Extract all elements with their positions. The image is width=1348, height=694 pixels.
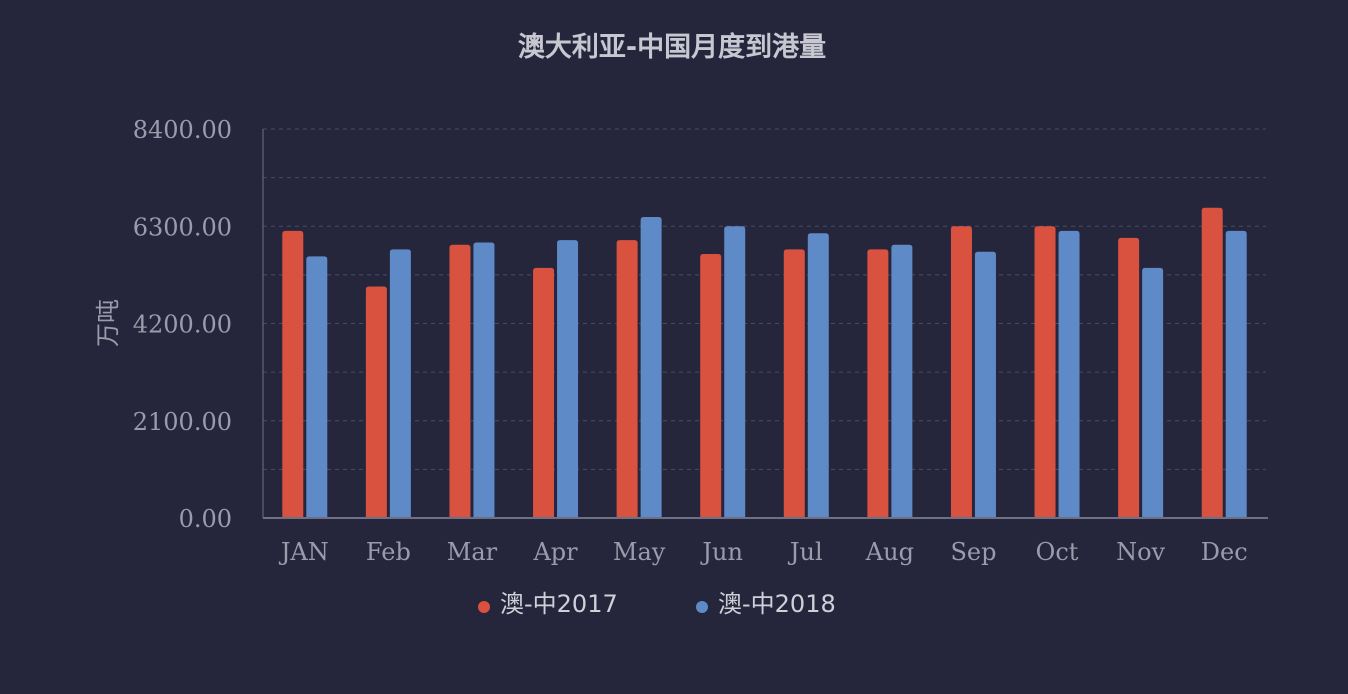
y-tick-label: 6300.00 <box>133 213 232 241</box>
chart-title: 澳大利亚-中国月度到港量 <box>518 31 826 63</box>
bar-2018-nov[interactable] <box>1142 267 1164 518</box>
bar-2018-dec[interactable] <box>1225 230 1247 518</box>
bars <box>282 207 1247 519</box>
legend-item-2017[interactable]: 澳-中2017 <box>478 590 618 618</box>
legend-label: 澳-中2017 <box>500 590 618 618</box>
bar-2017-jul[interactable] <box>783 249 805 518</box>
bar-2017-aug[interactable] <box>867 249 889 518</box>
bar-2017-nov[interactable] <box>1118 237 1140 518</box>
legend-marker <box>696 601 708 613</box>
x-tick-label: Nov <box>1116 538 1165 566</box>
legend-item-2018[interactable]: 澳-中2018 <box>696 590 836 618</box>
legend-marker <box>478 601 490 613</box>
bar-2018-apr[interactable] <box>557 240 579 518</box>
y-tick-label: 4200.00 <box>133 311 232 339</box>
x-tick-label: JAN <box>278 538 329 566</box>
x-tick-label: Jun <box>699 538 743 566</box>
x-axis-ticks: JAN Feb Mar Apr May Jun Jul Aug Sep Oct Nov Dec <box>278 538 1248 566</box>
bar-2018-may[interactable] <box>640 216 662 518</box>
y-tick-label: 2100.00 <box>133 408 232 436</box>
x-tick-label: Jul <box>787 538 823 566</box>
x-tick-label: Feb <box>366 538 411 566</box>
y-axis-ticks: 8400.00 6300.00 4200.00 2100.00 0.00 <box>133 116 232 533</box>
bar-2017-dec[interactable] <box>1201 207 1223 518</box>
legend-label: 澳-中2018 <box>718 590 836 618</box>
x-tick-label: Sep <box>950 538 996 566</box>
x-tick-label: May <box>613 538 666 566</box>
bar-2018-aug[interactable] <box>891 244 913 518</box>
x-tick-label: Dec <box>1201 538 1248 566</box>
bar-2018-jun[interactable] <box>724 226 746 518</box>
bar-2017-feb[interactable] <box>365 286 387 518</box>
axes <box>262 129 1268 519</box>
bar-2018-sep[interactable] <box>974 251 996 518</box>
bar-2017-jun[interactable] <box>700 254 722 519</box>
x-tick-label: Apr <box>532 538 578 566</box>
grid-lines <box>263 128 1266 470</box>
x-tick-label: Aug <box>865 538 914 566</box>
bar-2017-jan[interactable] <box>282 230 304 518</box>
bar-2017-may[interactable] <box>616 240 638 518</box>
bar-2018-mar[interactable] <box>473 242 495 519</box>
bar-2017-oct[interactable] <box>1034 226 1056 518</box>
bar-2018-oct[interactable] <box>1058 230 1080 518</box>
x-tick-label: Oct <box>1036 538 1079 566</box>
bar-2018-jan[interactable] <box>306 256 328 518</box>
x-tick-label: Mar <box>447 538 498 566</box>
bar-2017-apr[interactable] <box>533 267 555 518</box>
bar-2018-jul[interactable] <box>807 233 829 519</box>
y-tick-label: 8400.00 <box>133 116 232 144</box>
bar-2017-sep[interactable] <box>950 226 972 518</box>
y-axis-label: 万吨 <box>94 299 122 347</box>
legend[interactable]: 澳-中2017 澳-中2018 <box>478 590 836 618</box>
bar-2018-feb[interactable] <box>389 249 411 518</box>
y-tick-label: 0.00 <box>179 505 232 533</box>
bar-2017-mar[interactable] <box>449 244 471 518</box>
